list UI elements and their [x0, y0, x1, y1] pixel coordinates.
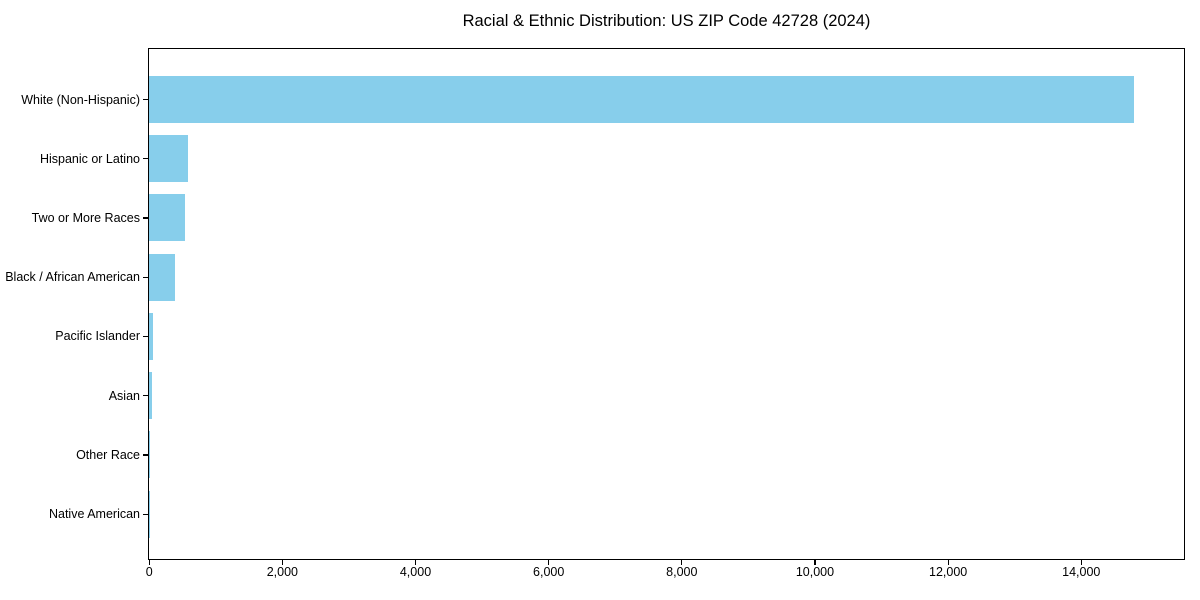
bar-white-non-hispanic	[149, 75, 1135, 123]
x-tick-label: 8,000	[666, 565, 698, 579]
y-tick-label: Other Race	[76, 447, 140, 462]
y-tick-label: Hispanic or Latino	[39, 151, 140, 166]
y-tick-mark	[143, 276, 148, 278]
x-tick-mark	[281, 560, 283, 565]
x-tick-label: 2,000	[266, 565, 298, 579]
x-tick-mark	[548, 560, 550, 565]
y-tick-label: Pacific Islander	[55, 329, 140, 344]
x-tick-mark	[947, 560, 949, 565]
bar-two-or-more-races	[149, 194, 185, 242]
y-tick-mark	[143, 513, 148, 515]
y-tick-label: Black / African American	[5, 270, 140, 285]
y-tick-mark	[143, 335, 148, 338]
x-tick-mark	[148, 560, 150, 565]
bar-pacific-islander	[149, 312, 153, 360]
bar-other-race	[149, 431, 150, 479]
chart-title: Racial & Ethnic Distribution: US ZIP Cod…	[462, 12, 871, 30]
y-tick-label: Two or More Races	[31, 210, 140, 225]
y-tick-mark	[143, 158, 148, 160]
x-tick-mark	[681, 560, 683, 565]
x-tick-label: 4,000	[399, 565, 432, 579]
y-tick-mark	[143, 454, 148, 456]
x-tick-mark	[814, 560, 816, 565]
bar-asian	[149, 372, 152, 419]
y-tick-mark	[143, 98, 148, 101]
x-tick-label: 12,000	[928, 565, 968, 579]
y-tick-mark	[143, 217, 148, 219]
y-tick-label: Native American	[48, 507, 140, 522]
y-tick-mark	[143, 395, 148, 397]
plot-area	[148, 48, 1185, 560]
y-tick-label: Asian	[108, 388, 140, 403]
x-tick-mark	[1080, 560, 1082, 565]
x-tick-label: 6,000	[533, 565, 565, 579]
x-tick-label: 0	[145, 565, 153, 579]
bar-hispanic-or-latino	[149, 135, 189, 183]
bar-black-african-american	[149, 253, 175, 301]
x-tick-label: 14,000	[1062, 565, 1101, 579]
x-tick-mark	[414, 560, 417, 565]
y-tick-label: White (Non-Hispanic)	[21, 92, 140, 107]
x-tick-label: 10,000	[795, 565, 835, 579]
